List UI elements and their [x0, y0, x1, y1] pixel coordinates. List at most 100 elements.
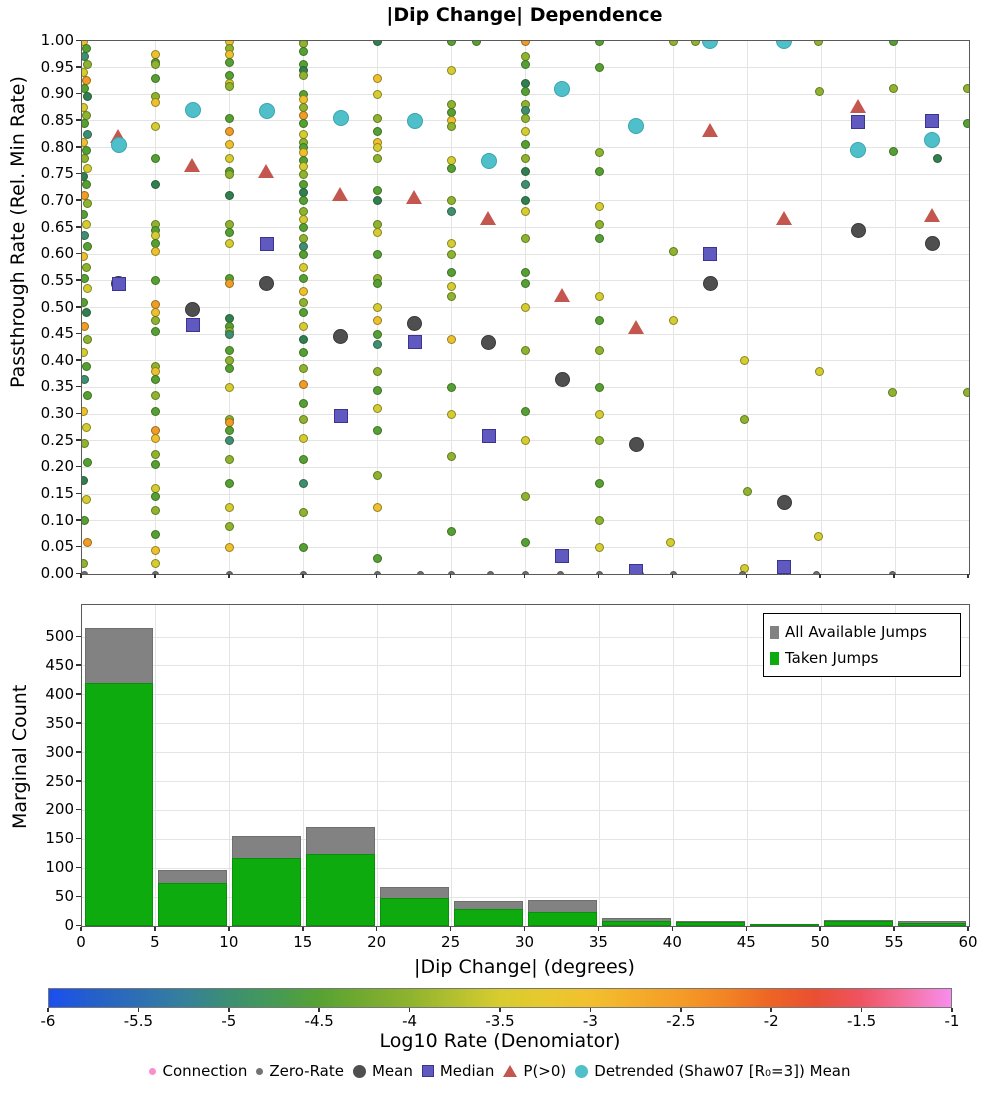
scatter-point — [82, 164, 92, 174]
scatter-point — [933, 153, 943, 163]
scatter-point — [151, 316, 161, 326]
scatter-point — [668, 41, 678, 46]
chart-title: |Dip Change| Dependence — [386, 4, 663, 26]
zero-rate-point — [417, 570, 425, 574]
scatter-point — [299, 196, 309, 206]
scatter-point — [521, 41, 530, 46]
bar-x-tick — [671, 926, 674, 931]
scatter-point — [447, 292, 457, 302]
scatter-point — [739, 414, 749, 424]
scatter-point — [82, 252, 88, 262]
scatter-point — [963, 119, 969, 129]
scatter-y-tick-label: 0.60 — [40, 244, 74, 263]
scatter-point — [447, 164, 457, 174]
zero-rate-point — [448, 570, 456, 574]
scatter-point — [82, 92, 92, 102]
scatter-point — [742, 486, 752, 496]
mean-marker — [850, 222, 866, 238]
scatter-point — [594, 201, 604, 211]
scatter-point — [521, 303, 530, 312]
scatter-point — [521, 127, 530, 137]
p-gt0-marker — [258, 163, 275, 178]
scatter-point — [82, 231, 90, 241]
scatter-point — [299, 398, 309, 408]
scatter-point — [815, 366, 825, 376]
colorbar-tick — [680, 1008, 682, 1012]
scatter-point — [668, 247, 678, 257]
scatter-gridline — [82, 546, 969, 548]
scatter-point — [151, 406, 161, 416]
bar-x-tick-label: 40 — [662, 933, 682, 951]
bar-gridline — [82, 752, 969, 754]
bar-gridline — [451, 605, 453, 926]
scatter-point — [225, 140, 235, 150]
p-gt0-marker — [332, 186, 349, 201]
scatter-point — [82, 119, 90, 129]
scatter-point — [594, 542, 604, 552]
scatter-point — [447, 268, 457, 278]
scatter-point — [82, 263, 91, 273]
scatter-point — [82, 558, 88, 568]
bar-y-tick-label: 150 — [45, 829, 74, 848]
scatter-point — [225, 345, 235, 355]
scatter-point — [299, 508, 309, 518]
scatter-y-tick-label: 0.90 — [40, 84, 74, 103]
scatter-point — [299, 223, 309, 233]
scatter-point — [521, 207, 530, 217]
scatter-point — [447, 409, 457, 419]
scatter-y-tick-label: 0.10 — [40, 510, 74, 529]
bar-y-tick-label: 450 — [45, 655, 74, 674]
bar-x-tick-label: 45 — [736, 933, 756, 951]
histogram-legend-label: Taken Jumps — [785, 649, 879, 667]
scatter-point — [299, 119, 309, 129]
scatter-y-tick — [76, 359, 81, 361]
scatter-point — [82, 284, 92, 294]
scatter-point — [225, 81, 235, 91]
colorbar-tick — [860, 1008, 863, 1012]
detrended-mean-marker — [702, 41, 719, 49]
scatter-point — [151, 390, 161, 400]
scatter-point — [594, 233, 604, 243]
scatter-point — [521, 406, 530, 416]
scatter-x-tick — [745, 574, 747, 578]
scatter-point — [447, 382, 457, 392]
p-gt0-marker — [923, 208, 940, 223]
bar-y-tick-label: 300 — [45, 742, 74, 761]
legend-swatch-icon — [770, 651, 779, 665]
scatter-point — [447, 239, 457, 249]
scatter-point — [813, 41, 823, 46]
scatter-y-tick — [76, 146, 81, 148]
scatter-y-tick-label: 0.45 — [40, 324, 74, 343]
scatter-y-tick — [76, 39, 81, 41]
colorbar-tick-label: -1.5 — [846, 1012, 877, 1030]
colorbar-tick — [408, 1008, 411, 1012]
scatter-point — [447, 41, 457, 46]
scatter-y-tick — [76, 252, 81, 255]
p-gt0-marker — [701, 122, 718, 137]
scatter-y-tick — [76, 92, 81, 95]
bar-x-tick — [523, 926, 526, 931]
scatter-gridline — [82, 227, 969, 229]
scatter-y-tick — [76, 279, 81, 281]
bar-x-tick-label: 10 — [219, 933, 239, 951]
figure-legend-label: P(>0) — [523, 1062, 567, 1080]
scatter-point — [82, 422, 91, 432]
scatter-point — [594, 409, 604, 419]
scatter-point — [225, 239, 235, 249]
scatter-point — [82, 241, 92, 251]
scatter-gridline — [82, 386, 969, 388]
scatter-point — [151, 276, 161, 286]
scatter-point — [225, 502, 235, 512]
scatter-point — [373, 41, 383, 46]
bar-x-tick — [967, 926, 969, 931]
scatter-point — [594, 516, 604, 526]
bar-x-tick-label: 5 — [150, 933, 160, 951]
scatter-x-tick — [375, 574, 378, 578]
scatter-gridline — [82, 333, 969, 335]
scatter-gridline — [82, 253, 969, 255]
taken-jumps-bar — [380, 898, 450, 926]
scatter-point — [299, 263, 309, 273]
scatter-point — [225, 478, 235, 488]
bar-x-tick-label: 15 — [293, 933, 313, 951]
scatter-point — [594, 436, 604, 446]
